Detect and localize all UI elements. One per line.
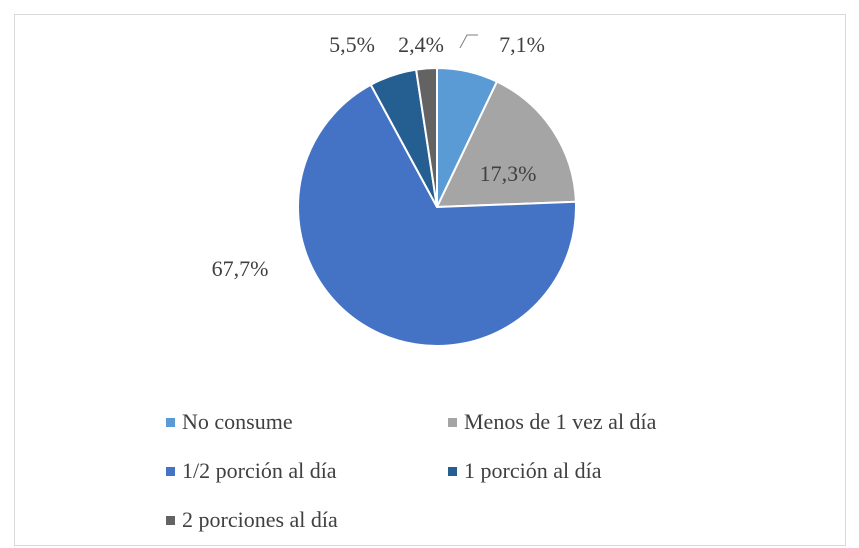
pie-slices (297, 66, 577, 347)
label-no-consume: 7,1% (499, 32, 545, 57)
label-1-porcion: 5,5% (329, 32, 375, 57)
label-2-porciones: 2,4% (398, 32, 444, 57)
label-media-porcion: 67,7% (212, 256, 269, 281)
slice-menos-1-vez (435, 80, 577, 209)
leader-line (459, 34, 478, 49)
slice-media-porcion (297, 83, 577, 347)
slice-2-porciones (414, 66, 438, 208)
label-menos-1-vez: 17,3% (480, 161, 537, 186)
